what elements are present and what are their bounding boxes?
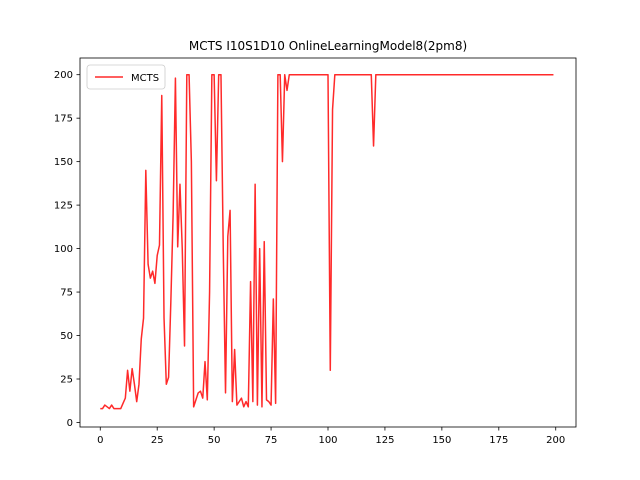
y-axis: 0 25 50 75 100 125 150 175 200 <box>54 70 80 429</box>
series-layer <box>100 73 554 410</box>
x-tick-label: 150 <box>432 435 451 446</box>
x-tick-label: 100 <box>318 435 337 446</box>
x-tick-label: 175 <box>489 435 508 446</box>
x-tick-label: 125 <box>375 435 394 446</box>
legend-box <box>86 64 166 90</box>
y-tick-label: 100 <box>54 244 73 255</box>
x-tick-label: 50 <box>208 435 221 446</box>
x-tick-label: 25 <box>151 435 164 446</box>
y-tick-label: 0 <box>67 418 73 429</box>
legend: MCTS <box>86 64 166 90</box>
y-tick-label: 25 <box>60 375 73 386</box>
x-axis: 0 25 50 75 100 125 150 175 200 <box>97 427 565 446</box>
y-tick-label: 75 <box>60 288 73 299</box>
series-line-mcts <box>100 73 554 410</box>
chart-title: MCTS I10S1D10 OnlineLearningModel8(2pm8) <box>189 39 467 53</box>
y-tick-label: 175 <box>54 114 73 125</box>
x-tick-label: 0 <box>97 435 103 446</box>
y-tick-label: 50 <box>60 331 73 342</box>
x-tick-label: 75 <box>265 435 278 446</box>
y-tick-label: 200 <box>54 70 73 81</box>
legend-label: MCTS <box>131 73 159 84</box>
x-tick-label: 200 <box>546 435 565 446</box>
y-tick-label: 150 <box>54 157 73 168</box>
y-tick-label: 125 <box>54 201 73 212</box>
